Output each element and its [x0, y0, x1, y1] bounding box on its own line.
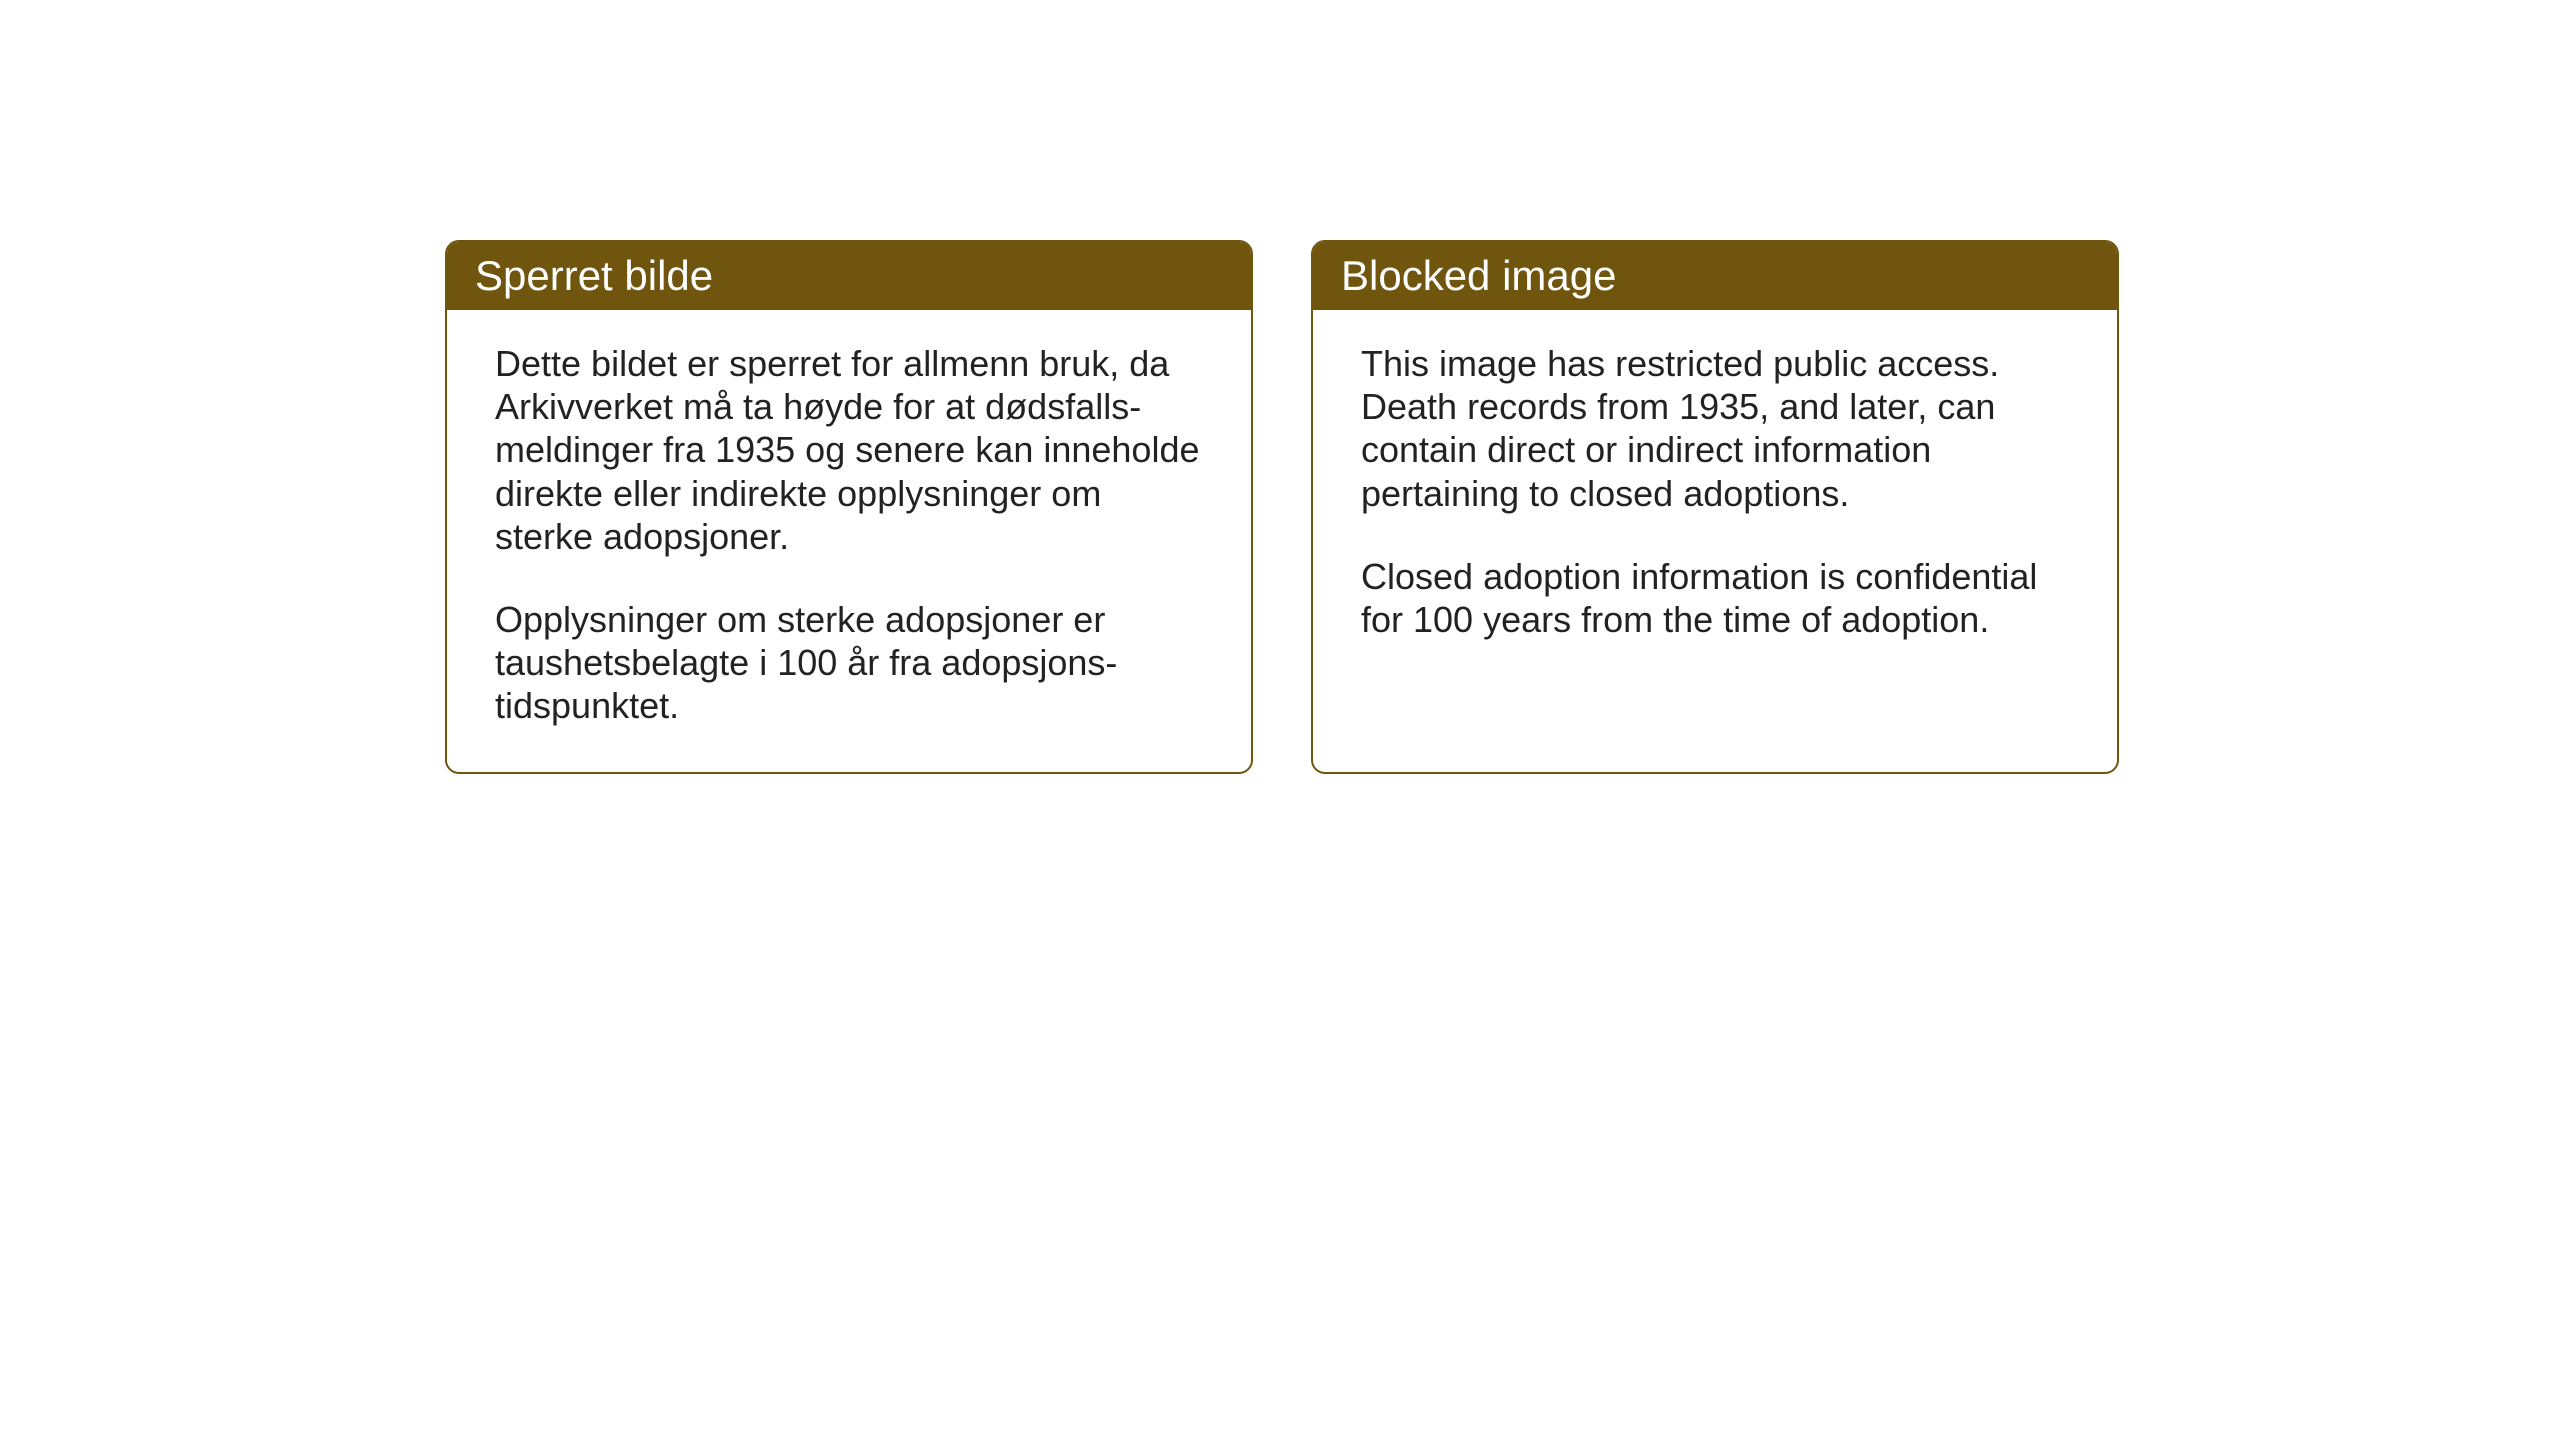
card-paragraph1-norwegian: Dette bildet er sperret for allmenn bruk… [495, 342, 1203, 558]
card-body-english: This image has restricted public access.… [1313, 310, 2117, 751]
card-english: Blocked image This image has restricted … [1311, 240, 2119, 774]
card-header-norwegian: Sperret bilde [447, 242, 1251, 310]
card-body-norwegian: Dette bildet er sperret for allmenn bruk… [447, 310, 1251, 772]
card-norwegian: Sperret bilde Dette bildet er sperret fo… [445, 240, 1253, 774]
card-paragraph1-english: This image has restricted public access.… [1361, 342, 2069, 515]
card-paragraph2-english: Closed adoption information is confident… [1361, 555, 2069, 641]
cards-container: Sperret bilde Dette bildet er sperret fo… [445, 240, 2119, 774]
card-title-norwegian: Sperret bilde [475, 252, 713, 299]
card-paragraph2-norwegian: Opplysninger om sterke adopsjoner er tau… [495, 598, 1203, 728]
card-header-english: Blocked image [1313, 242, 2117, 310]
card-title-english: Blocked image [1341, 252, 1616, 299]
